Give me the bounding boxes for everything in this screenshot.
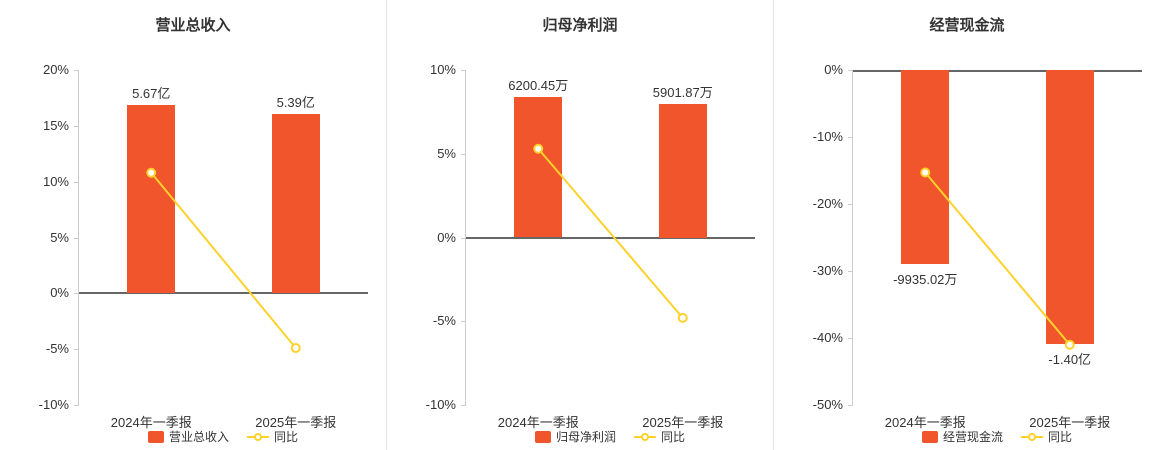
y-axis-tick-label: 5%: [50, 229, 69, 245]
y-axis-tick-mark: [461, 321, 466, 323]
y-axis-tick-mark: [461, 70, 466, 71]
line-marker-icon: [634, 432, 656, 442]
x-axis-label: 2025年一季报: [642, 415, 724, 430]
legend-bar-label: 营业总收入: [168, 430, 229, 444]
y-axis-tick-label: 20%: [42, 62, 69, 77]
chart-panel-net-profit: 归母净利润 10% 5% 0% -5% -10% 6200.45万 5901.87万 2024…: [386, 0, 773, 450]
x-axis-label: 2025年一季报: [255, 415, 337, 430]
yoy-trend-line: [146, 167, 301, 354]
bar[interactable]: [271, 113, 320, 294]
y-axis-tick-label: 0%: [50, 285, 69, 301]
y-axis-tick-mark: [848, 137, 853, 138]
plot-area: 10% 5% 0% -5% -10% 6200.45万 5901.87万 2024年一季报 20…: [426, 62, 755, 430]
chart-panel-operating-cash-flow: 经营现金流 0% -10% -20% -30% -40% -50% -9935.02万 -1.…: [773, 0, 1160, 450]
x-axis-label: 2025年一季报: [1029, 415, 1111, 430]
legend-bar-item[interactable]: 营业总收入: [147, 428, 229, 445]
plot-area: 20% 15% 10% 5% 0% -5% -10% 5.67亿 5.39亿 2024年一季报 20…: [39, 62, 368, 430]
y-axis-tick-label: 10%: [42, 173, 69, 189]
y-axis-tick-label: 5%: [437, 145, 456, 161]
y-axis-tick-label: 15%: [42, 117, 69, 133]
bar-swatch-icon: [921, 430, 938, 443]
legend-line-item[interactable]: 同比: [247, 428, 298, 445]
bar-value-label: 5901.87万: [652, 84, 713, 100]
bar-value-label: 5.39亿: [276, 94, 315, 110]
y-axis-tick-label: -5%: [45, 341, 69, 357]
y-axis-tick-mark: [848, 405, 853, 406]
bar-value-label: -9935.02万: [893, 272, 958, 288]
legend: 经营现金流 同比: [852, 428, 1142, 445]
zero-axis-line: [466, 236, 755, 239]
x-axis-label: 2024年一季报: [497, 415, 579, 430]
y-axis-tick-mark: [848, 204, 853, 205]
y-axis-tick-label: 0%: [824, 62, 843, 77]
y-axis-tick-mark: [848, 338, 853, 339]
y-axis-tick-label: 10%: [429, 62, 456, 77]
bar[interactable]: [127, 104, 176, 294]
plot-area: 0% -10% -20% -30% -40% -50% -9935.02万 -1.40亿 202…: [813, 62, 1142, 430]
legend-line-item[interactable]: 同比: [634, 428, 685, 445]
y-axis-tick-mark: [74, 349, 79, 351]
x-axis-label: 2024年一季报: [110, 415, 192, 430]
legend-bar-label: 经营现金流: [942, 430, 1003, 444]
legend-line-label: 同比: [661, 430, 686, 444]
y-axis-tick-mark: [74, 181, 79, 183]
y-axis-tick-label: -5%: [432, 313, 456, 329]
bar[interactable]: [1045, 70, 1094, 345]
legend-bar-item[interactable]: 归母净利润: [534, 428, 616, 445]
bar[interactable]: [901, 70, 950, 265]
chart-title: 营业总收入: [155, 17, 231, 34]
y-axis-tick-label: -20%: [812, 196, 843, 211]
bar-value-label: 5.67亿: [132, 85, 171, 101]
legend: 归母净利润 同比: [465, 428, 755, 445]
chart-title: 经营现金流: [929, 17, 1005, 34]
bar-value-label: -1.40亿: [1048, 352, 1092, 368]
y-axis-tick-label: -40%: [812, 330, 843, 345]
y-axis-tick-label: -10%: [38, 397, 69, 412]
y-axis-tick-mark: [848, 70, 853, 71]
legend-bar-item[interactable]: 经营现金流: [921, 428, 1003, 445]
bar[interactable]: [658, 103, 707, 238]
bar-swatch-icon: [534, 430, 551, 443]
y-axis-tick-mark: [848, 271, 853, 272]
line-marker-icon: [1021, 432, 1043, 442]
y-axis-tick-mark: [461, 153, 466, 155]
legend-line-label: 同比: [1048, 430, 1073, 444]
yoy-trend-line: [920, 167, 1075, 350]
y-axis-tick-label: -30%: [812, 263, 843, 278]
chart-panel-operating-revenue: 营业总收入 20% 15% 10% 5% 0% -5% -10% 5.67亿 5.39亿 2024…: [0, 0, 386, 450]
y-axis-tick-label: -10%: [812, 129, 843, 144]
zero-axis-line: [853, 70, 1142, 72]
y-axis-tick-mark: [74, 237, 79, 239]
chart-title: 归母净利润: [542, 17, 618, 34]
y-axis-tick-mark: [74, 70, 79, 71]
bar-value-label: 6200.45万: [508, 77, 569, 93]
y-axis-tick-label: -10%: [425, 397, 456, 412]
legend-bar-label: 归母净利润: [555, 430, 616, 444]
legend-line-item[interactable]: 同比: [1021, 428, 1072, 445]
bar-swatch-icon: [147, 430, 164, 443]
yoy-trend-line: [533, 143, 688, 323]
y-axis-tick-mark: [74, 293, 79, 295]
legend: 营业总收入 同比: [78, 428, 368, 445]
y-axis-tick-label: -50%: [812, 397, 843, 412]
y-axis-tick-mark: [461, 237, 466, 239]
x-axis-label: 2024年一季报: [884, 415, 966, 430]
legend-line-label: 同比: [274, 430, 299, 444]
y-axis-tick-label: 0%: [437, 229, 456, 245]
y-axis-tick-mark: [461, 405, 466, 406]
line-marker-icon: [247, 432, 269, 442]
zero-axis-line: [79, 292, 368, 295]
y-axis-tick-mark: [74, 405, 79, 406]
y-axis-tick-mark: [74, 125, 79, 127]
